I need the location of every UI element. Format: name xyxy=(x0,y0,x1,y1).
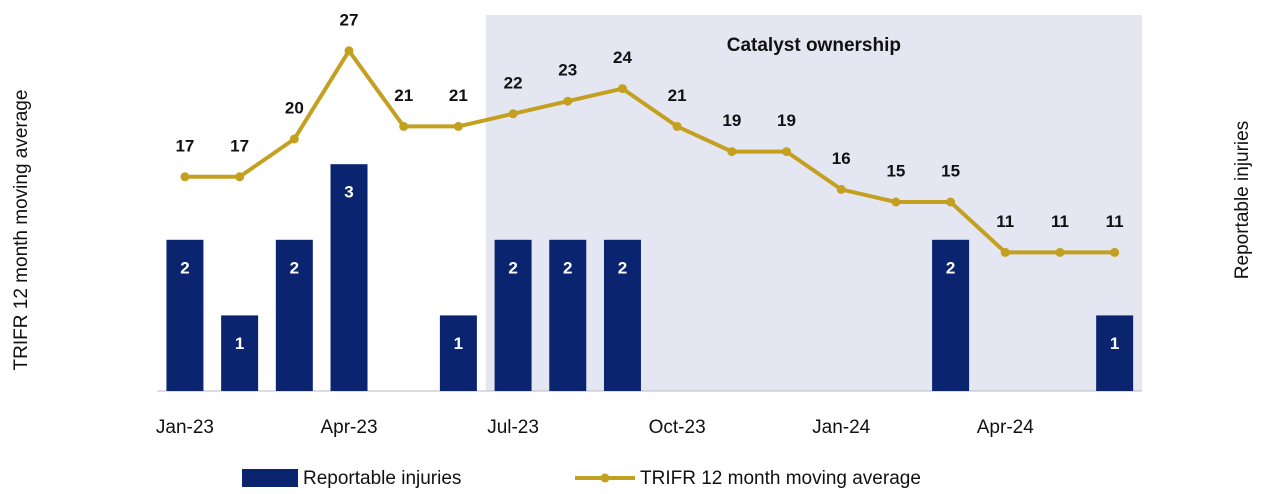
bar xyxy=(549,239,587,391)
line-label: 15 xyxy=(941,161,960,180)
annotation: Catalyst ownership xyxy=(727,35,901,56)
line xyxy=(184,47,1115,255)
bar xyxy=(275,239,313,391)
line-point xyxy=(235,172,245,182)
line-point xyxy=(1110,247,1120,257)
line-label: 21 xyxy=(668,86,687,105)
bar-label: 1 xyxy=(1110,334,1119,353)
line-label: 20 xyxy=(285,98,304,117)
x-tick-label: Apr-23 xyxy=(320,417,377,438)
y-axis-title: TRIFR 12 month moving average xyxy=(11,90,32,371)
line-label: 21 xyxy=(449,86,468,105)
bar-label: 1 xyxy=(454,334,463,353)
y2-axis-title: Reportable injuries xyxy=(1232,121,1253,279)
line-point xyxy=(563,96,573,106)
line-label: 16 xyxy=(832,149,851,168)
x-tick-label: Oct-23 xyxy=(649,417,706,438)
bar-label: 2 xyxy=(946,258,955,277)
line-label: 27 xyxy=(340,10,359,29)
line-point xyxy=(672,121,682,131)
legend-label: TRIFR 12 month moving average xyxy=(640,468,921,489)
line-label: 19 xyxy=(777,111,796,130)
legend-swatch xyxy=(242,469,298,487)
bar xyxy=(221,315,259,391)
line-label: 11 xyxy=(996,212,1014,231)
line-point xyxy=(782,147,792,157)
bar-label: 2 xyxy=(508,258,517,277)
line-point xyxy=(1055,247,1065,257)
bar-label: 3 xyxy=(344,183,353,202)
bar-label: 1 xyxy=(235,334,244,353)
line-label: 17 xyxy=(175,136,194,155)
line-point xyxy=(891,197,901,207)
x-tick-label: Jul-23 xyxy=(487,417,539,438)
x-tick-label: Jan-24 xyxy=(812,417,871,438)
line-label: 19 xyxy=(722,111,741,130)
line-point xyxy=(508,109,518,119)
line-point xyxy=(344,46,354,56)
bar-label: 2 xyxy=(290,258,299,277)
line-point xyxy=(617,84,627,94)
bar xyxy=(932,239,970,391)
line-label: 22 xyxy=(504,73,523,92)
bar xyxy=(603,239,641,391)
bar xyxy=(330,164,368,391)
x-tick-label: Apr-24 xyxy=(977,417,1034,438)
line-label: 23 xyxy=(558,61,577,80)
line-point xyxy=(289,134,299,144)
line-point xyxy=(1000,247,1010,257)
shaded-region xyxy=(485,15,1142,391)
x-tick-label: Jan-23 xyxy=(156,417,214,438)
bar xyxy=(439,315,477,391)
line-label: 11 xyxy=(1051,212,1069,231)
line-point xyxy=(399,121,409,131)
bar xyxy=(1096,315,1134,391)
line-point xyxy=(453,121,463,131)
bar-label: 2 xyxy=(618,258,627,277)
line-label: 24 xyxy=(613,48,632,67)
bar-label: 2 xyxy=(180,258,189,277)
line-label: 21 xyxy=(394,86,413,105)
line-point xyxy=(836,184,846,194)
bar xyxy=(166,239,204,391)
line-label: 17 xyxy=(230,136,249,155)
legend-label: Reportable injuries xyxy=(303,468,461,489)
bar-label: 2 xyxy=(563,258,572,277)
legend-swatch-point xyxy=(600,473,610,483)
line-point xyxy=(180,172,190,182)
line-point xyxy=(727,147,737,157)
line-label: 11 xyxy=(1106,212,1124,231)
line-point xyxy=(946,197,956,207)
bar xyxy=(494,239,532,391)
line-label: 15 xyxy=(886,161,905,180)
